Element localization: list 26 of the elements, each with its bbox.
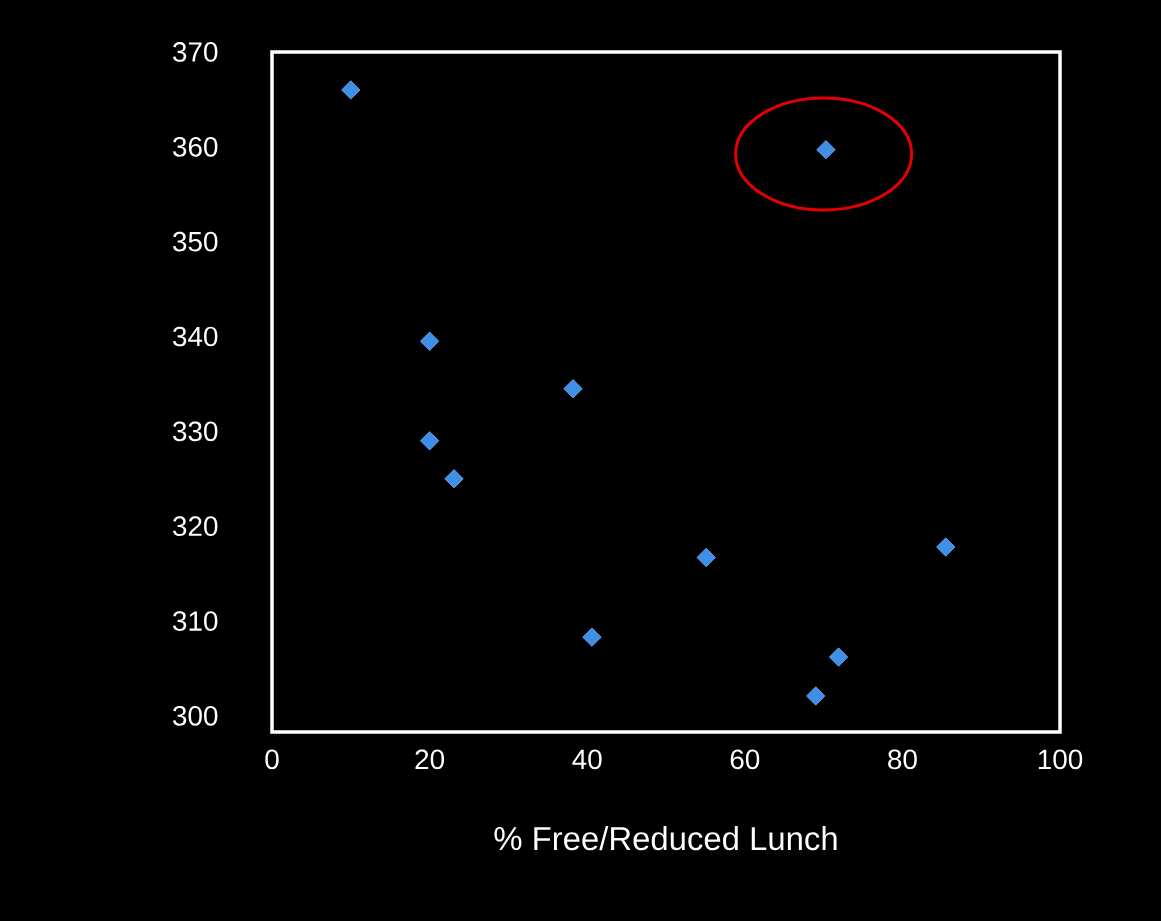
y-tick-label: 360 xyxy=(173,136,218,157)
point xyxy=(420,431,440,451)
point xyxy=(444,469,464,489)
point xyxy=(563,379,583,399)
point xyxy=(806,686,826,706)
x-tick-label: 100 xyxy=(1038,749,1083,770)
y-tick-label: 340 xyxy=(173,326,218,347)
y-tick-label: 310 xyxy=(173,611,218,631)
y-tick-label: 320 xyxy=(173,516,218,537)
x-axis-title: % Free/Reduced Lunch xyxy=(494,826,837,851)
y-tick-label: 300 xyxy=(173,706,218,726)
x-tick-label: 20 xyxy=(415,749,445,770)
point xyxy=(696,547,716,568)
y-tick-label: 350 xyxy=(173,231,218,252)
x-tick-label: 0 xyxy=(265,749,279,770)
y-tick-label: 370 xyxy=(173,42,218,62)
point xyxy=(420,331,440,351)
point xyxy=(816,140,836,160)
point xyxy=(828,647,849,667)
x-tick-label: 60 xyxy=(730,749,760,770)
point xyxy=(582,627,602,647)
point xyxy=(936,537,956,557)
x-tick-label: 80 xyxy=(888,749,917,770)
y-tick-label: 330 xyxy=(173,421,218,442)
point xyxy=(341,80,361,100)
x-tick-label: 40 xyxy=(572,749,602,770)
